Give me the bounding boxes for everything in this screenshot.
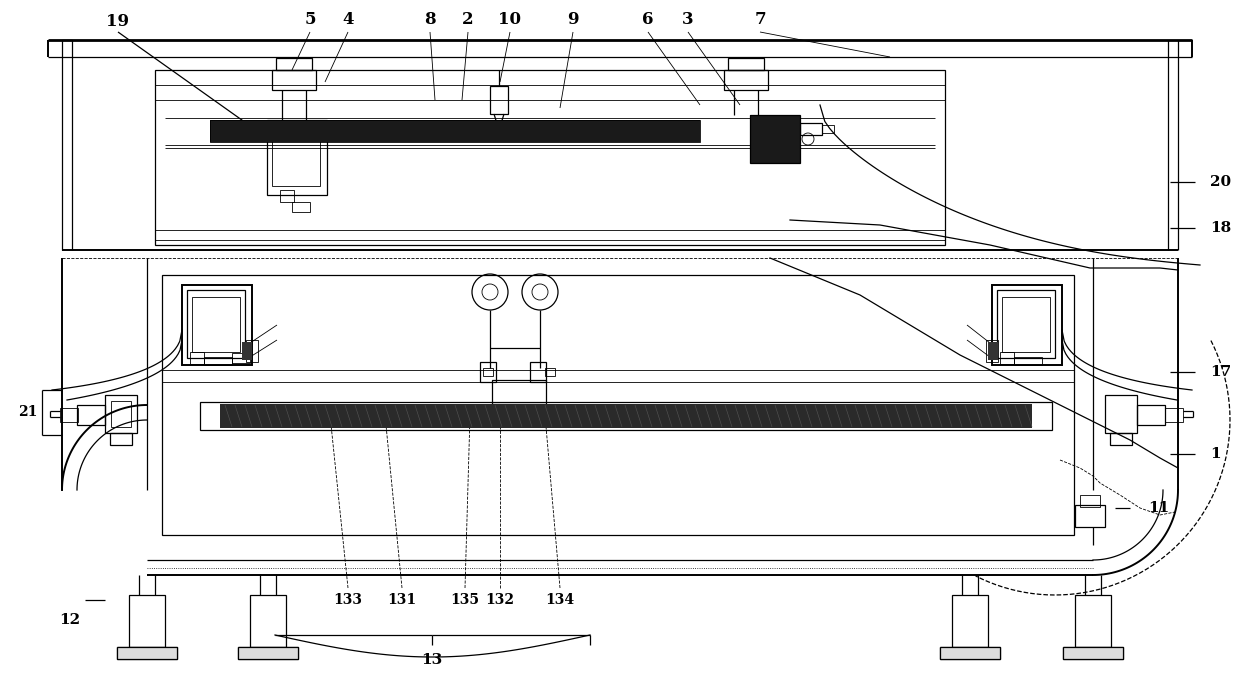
Bar — [60, 408, 78, 422]
Bar — [1075, 505, 1105, 527]
Bar — [1166, 408, 1183, 422]
Text: 20: 20 — [1210, 175, 1231, 189]
Bar — [952, 595, 988, 647]
Bar — [822, 125, 835, 133]
Bar — [210, 120, 701, 142]
Bar — [940, 647, 999, 659]
Bar — [1014, 357, 1042, 365]
Text: 6: 6 — [642, 12, 653, 29]
Bar — [1063, 647, 1123, 659]
Bar — [1110, 433, 1132, 445]
Bar — [750, 115, 800, 163]
Bar — [77, 405, 105, 425]
Bar — [1002, 297, 1050, 352]
Text: 18: 18 — [1210, 221, 1231, 235]
Bar — [291, 202, 310, 212]
Text: 134: 134 — [546, 593, 574, 607]
Bar — [219, 404, 1032, 428]
Text: 5: 5 — [304, 12, 316, 29]
Text: 11: 11 — [1148, 501, 1169, 515]
Text: 3: 3 — [682, 12, 694, 29]
Bar — [272, 128, 320, 186]
Bar — [210, 120, 701, 142]
Bar — [267, 120, 327, 195]
Bar — [272, 70, 316, 90]
Text: 135: 135 — [450, 593, 480, 607]
Bar — [277, 58, 312, 70]
Bar — [280, 190, 294, 202]
Text: 21: 21 — [19, 405, 37, 419]
Bar — [1105, 395, 1137, 433]
Bar — [728, 58, 764, 70]
Text: 2: 2 — [463, 12, 474, 29]
Bar — [238, 647, 298, 659]
Bar — [750, 115, 800, 163]
Bar — [992, 285, 1061, 365]
Bar — [110, 433, 131, 445]
Bar — [200, 402, 1052, 430]
Bar — [205, 357, 232, 365]
Bar — [117, 647, 177, 659]
Bar — [162, 275, 1074, 535]
Bar — [1063, 647, 1123, 659]
Bar — [492, 380, 546, 404]
Bar — [1080, 495, 1100, 507]
Bar — [1075, 595, 1111, 647]
Text: 4: 4 — [342, 12, 353, 29]
Bar — [117, 647, 177, 659]
Bar — [246, 340, 258, 362]
Bar — [988, 342, 998, 360]
Bar — [187, 290, 246, 358]
Bar — [190, 352, 205, 364]
Text: 19: 19 — [107, 13, 129, 31]
Bar — [155, 70, 945, 245]
Bar — [238, 647, 298, 659]
Bar — [999, 352, 1014, 364]
Bar — [250, 595, 286, 647]
Text: 7: 7 — [754, 12, 766, 29]
Text: 9: 9 — [567, 12, 579, 29]
Bar — [986, 340, 998, 362]
Bar — [238, 647, 298, 659]
Bar — [117, 647, 177, 659]
Bar — [182, 285, 252, 365]
Text: 131: 131 — [387, 593, 417, 607]
Text: 132: 132 — [486, 593, 515, 607]
Text: 12: 12 — [60, 613, 81, 627]
Bar — [490, 86, 508, 114]
Bar — [1063, 647, 1123, 659]
Bar — [997, 290, 1055, 358]
Text: 8: 8 — [424, 12, 435, 29]
Bar — [800, 123, 822, 135]
Bar — [546, 368, 556, 376]
Bar — [105, 395, 136, 433]
Text: 17: 17 — [1210, 365, 1231, 379]
Bar — [112, 401, 131, 427]
Bar — [232, 353, 250, 363]
Text: 10: 10 — [498, 12, 522, 29]
Bar — [192, 297, 241, 352]
Bar — [129, 595, 165, 647]
Bar — [484, 368, 494, 376]
Bar — [724, 70, 768, 90]
Bar — [480, 362, 496, 382]
Text: 1: 1 — [1210, 447, 1220, 461]
Text: 133: 133 — [334, 593, 362, 607]
Bar — [242, 342, 252, 360]
Bar — [940, 647, 999, 659]
Bar — [1137, 405, 1166, 425]
Text: 13: 13 — [422, 653, 443, 667]
Bar — [529, 362, 546, 382]
Bar — [940, 647, 999, 659]
